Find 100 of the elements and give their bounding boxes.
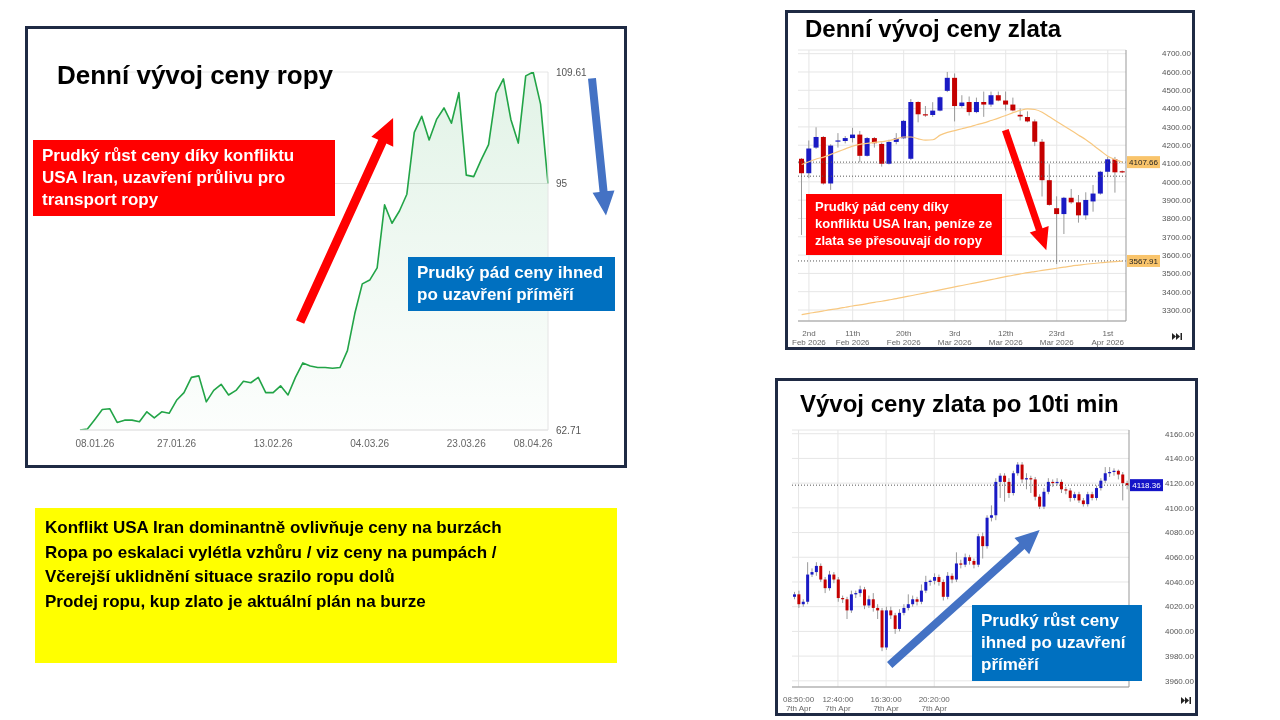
candlestick	[915, 596, 919, 606]
candlestick	[1121, 471, 1125, 501]
candlestick	[1011, 470, 1015, 496]
y-tick-label: 3980.00	[1165, 651, 1195, 661]
x-tick-label: 1st Apr 2026	[1091, 329, 1125, 347]
candlestick	[836, 576, 840, 603]
ref-line-label: 4107.66	[1129, 158, 1159, 168]
candlestick	[919, 583, 923, 605]
candlestick	[879, 141, 885, 168]
x-tick-label: 3rd Mar 2026	[937, 329, 973, 347]
y-tick-label: 3300.00	[1162, 305, 1192, 315]
y-tick-label: 3600.00	[1162, 250, 1192, 260]
candlestick	[944, 71, 950, 93]
candlestick	[1083, 191, 1089, 221]
candlestick	[835, 132, 841, 149]
x-tick-label: 12th Mar 2026	[988, 329, 1024, 347]
candlestick	[898, 608, 902, 632]
candlestick	[937, 574, 941, 587]
candlestick	[1054, 195, 1060, 265]
y-tick-label: 3800.00	[1162, 214, 1192, 224]
x-tick-label: 20:20:00 7th Apr	[918, 695, 951, 713]
annotation: Prudký pád ceny díky konfliktu USA Iran, peníze ze zlata se přesouvají do ropy	[806, 194, 1002, 255]
y-tick-label: 3700.00	[1162, 232, 1192, 242]
candlestick	[1075, 194, 1081, 224]
x-tick-label: 12:40:00 7th Apr	[822, 695, 855, 713]
x-tick-label: 08.04.26	[513, 438, 554, 449]
candlestick	[849, 590, 853, 614]
candlestick	[799, 157, 804, 236]
x-tick-label: 11th Feb 2026	[835, 329, 871, 347]
y-tick-label: 4300.00	[1162, 122, 1192, 132]
candlestick	[871, 592, 875, 613]
text: Včerejší uklidnění situace srazilo ropu dolů	[45, 566, 396, 589]
ref-line-label: 3567.91	[1129, 256, 1159, 266]
candlestick	[810, 567, 814, 578]
ref-line-label: 4118.36	[1132, 481, 1162, 491]
line-series	[801, 260, 1123, 316]
candlestick	[819, 562, 823, 583]
x-tick-label: 16:30:00 7th Apr	[870, 695, 903, 713]
candlestick	[1061, 196, 1067, 235]
x-tick-label: 2nd Feb 2026	[792, 329, 827, 347]
x-tick-label: 20th Feb 2026	[886, 329, 922, 347]
y-tick-label: 4100.00	[1165, 503, 1195, 513]
y-tick-label: 4080.00	[1165, 528, 1195, 538]
candlestick	[845, 596, 849, 620]
candlestick	[864, 136, 870, 158]
x-tick-label: 04.03.26	[350, 438, 390, 449]
y-tick-label: 4600.00	[1162, 67, 1192, 77]
candlestick	[915, 100, 921, 123]
y-tick-label: 4400.00	[1162, 104, 1192, 114]
y-tick-label: 4700.00	[1162, 49, 1192, 59]
chart-title: Vývoj ceny zlata po 10ti min	[800, 390, 1119, 418]
annotation: Prudký růst ceny díky konfliktu USA Iran, uzavření průlivu pro transport ropy	[33, 140, 335, 217]
y-tick-label: 62.71	[556, 424, 582, 436]
y-tick-label: 4060.00	[1165, 553, 1195, 563]
candlestick	[867, 595, 871, 609]
y-tick-label: 4160.00	[1165, 429, 1195, 439]
candlestick	[1077, 491, 1081, 504]
y-tick-label: 3400.00	[1162, 287, 1192, 297]
candlestick	[998, 472, 1002, 499]
candlestick	[823, 576, 827, 594]
candlestick	[1003, 472, 1007, 503]
candlestick	[972, 558, 976, 569]
text: Ropa po eskalaci vylétla vzhůru / viz ceny na pumpách /	[45, 541, 498, 564]
text: Konflikt USA Iran dominantně ovlivňuje ceny na burzách	[45, 517, 503, 539]
candlestick	[828, 570, 832, 592]
y-tick-label: 3960.00	[1165, 676, 1195, 686]
y-tick-label: 3500.00	[1162, 269, 1192, 279]
text: Prodej ropu, kup zlato je aktuální plán na burze	[45, 590, 427, 613]
candlestick	[1064, 486, 1068, 495]
candlestick	[966, 96, 972, 117]
y-tick-label: 109.61	[556, 66, 588, 78]
candlestick	[1032, 118, 1038, 147]
candlestick	[832, 571, 836, 584]
x-tick-label: 08:50:00 7th Apr	[782, 695, 815, 713]
y-tick-label: 4040.00	[1165, 577, 1195, 587]
y-tick-label: 4000.00	[1165, 627, 1195, 637]
candlestick	[1003, 91, 1009, 112]
candlestick	[902, 603, 906, 616]
chart-title: Denní vývoj ceny ropy	[57, 60, 333, 91]
y-tick-label: 4120.00	[1165, 478, 1195, 488]
candlestick	[1007, 477, 1011, 499]
candlestick	[893, 612, 897, 635]
y-tick-label: 4200.00	[1162, 141, 1192, 151]
candlestick	[1020, 461, 1024, 484]
candlestick	[863, 586, 867, 610]
candlestick	[954, 551, 958, 583]
y-tick-label: 3900.00	[1162, 195, 1192, 205]
x-tick-label: 27.01.26	[157, 438, 197, 449]
candlestick	[1042, 487, 1046, 510]
candlestick	[1090, 184, 1096, 213]
y-tick-label: 4500.00	[1162, 86, 1192, 96]
y-tick-label: 4020.00	[1165, 602, 1195, 612]
candlestick	[950, 572, 954, 584]
candlestick	[981, 91, 987, 118]
x-tick-label: 23rd Mar 2026	[1039, 329, 1075, 347]
candlestick	[981, 532, 985, 559]
x-tick-label: 13.02.26	[253, 438, 294, 449]
candlestick	[1099, 477, 1103, 492]
x-tick-label: 23.03.26	[446, 438, 487, 449]
annotation: Prudký pád ceny ihned po uzavření příměří	[408, 257, 615, 312]
